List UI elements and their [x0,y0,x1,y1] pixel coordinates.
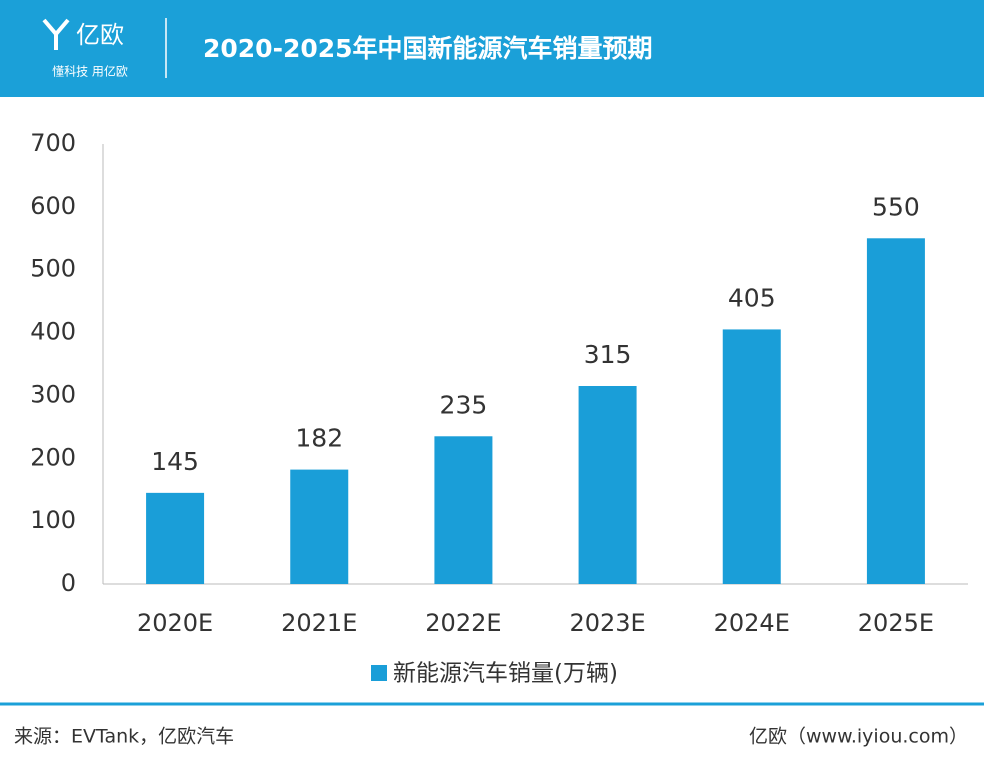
source-text: 来源：EVTank，亿欧汽车 [14,726,234,748]
chart-title: 2020-2025年中国新能源汽车销量预期 [203,34,653,63]
y-tick-label: 400 [30,318,76,346]
legend-label: 新能源汽车销量(万辆) [393,661,618,687]
y-tick-label: 300 [30,380,76,408]
bar [578,386,637,584]
legend-swatch [371,665,387,681]
x-tick-label: 2021E [281,609,357,637]
bar [866,238,925,585]
x-tick-label: 2020E [137,609,213,637]
y-tick-label: 0 [61,569,76,597]
bar [146,492,205,584]
logo-text: 亿欧 [76,21,124,49]
site-text: 亿欧（www.iyiou.com） [749,726,968,748]
data-label: 550 [872,192,920,221]
x-tick-label: 2022E [425,609,501,637]
data-label: 182 [295,424,343,453]
logo-tagline: 懂科技 用亿欧 [52,64,128,79]
x-tick-label: 2023E [569,609,645,637]
x-tick-label: 2024E [714,609,790,637]
logo-icon [42,18,70,50]
bar [722,329,781,584]
y-tick-label: 200 [30,443,76,471]
data-label: 405 [728,283,776,312]
y-tick-label: 600 [30,192,76,220]
bar [290,469,349,584]
y-tick-label: 100 [30,506,76,534]
header-band [0,0,984,97]
data-label: 315 [584,340,632,369]
y-tick-label: 700 [30,129,76,157]
y-tick-label: 500 [30,255,76,283]
data-label: 235 [440,390,488,419]
x-tick-label: 2025E [858,609,934,637]
data-label: 145 [151,447,199,476]
bar [434,436,493,584]
